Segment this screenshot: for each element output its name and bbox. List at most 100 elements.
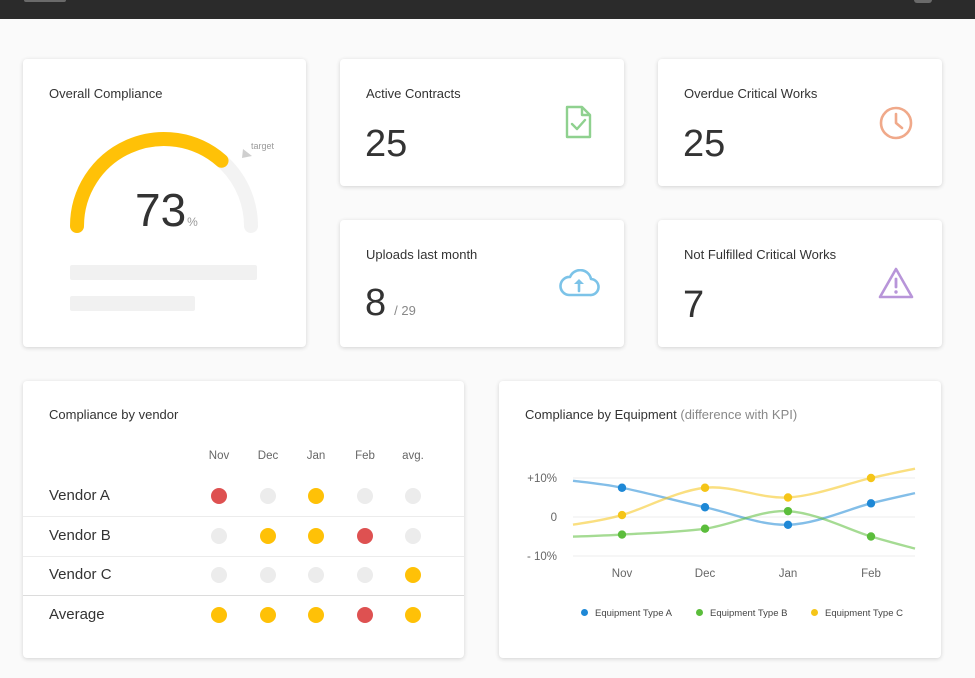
top-bar: [0, 0, 975, 19]
column-header-dec: Dec: [257, 450, 279, 462]
legend-item[interactable]: Equipment Type B: [696, 608, 787, 619]
x-tick-label: Feb: [861, 568, 881, 580]
uploads-value-wrap: 8 / 29: [365, 282, 416, 325]
compliance-by-equipment-card: Compliance by Equipment (difference with…: [499, 381, 941, 658]
row-label-vendor-b: Vendor B: [49, 527, 111, 544]
data-point[interactable]: [783, 493, 793, 502]
placeholder-bar-2: [70, 296, 195, 311]
legend-swatch: [811, 609, 818, 616]
data-point[interactable]: [866, 473, 876, 483]
overdue-value: 25: [683, 123, 726, 165]
legend-label: Equipment Type A: [595, 608, 672, 619]
data-point[interactable]: [783, 506, 793, 516]
uploads-last-month-card[interactable]: Uploads last month 8 / 29: [340, 220, 624, 347]
status-dot-yellow: [308, 488, 324, 504]
uploads-value: 8: [365, 282, 387, 324]
data-point[interactable]: [617, 510, 627, 520]
column-header-nov: Nov: [208, 450, 230, 462]
status-dot-red: [357, 607, 373, 623]
x-tick-label: Nov: [612, 568, 633, 580]
status-dot-yellow: [308, 607, 324, 623]
row-label-vendor-c: Vendor C: [49, 566, 112, 583]
compliance-by-vendor-card: Compliance by vendor Nov Dec Jan Feb avg. Ven…: [23, 381, 464, 658]
placeholder-bar-1: [70, 265, 257, 280]
overdue-critical-works-card[interactable]: Overdue Critical Works 25: [658, 59, 942, 186]
uploads-title: Uploads last month: [366, 247, 478, 262]
vendor-card-title: Compliance by vendor: [49, 407, 179, 422]
legend-swatch: [581, 609, 588, 616]
equipment-card-title: Compliance by Equipment (difference with…: [525, 407, 797, 422]
active-contracts-card[interactable]: Active Contracts 25: [340, 59, 624, 186]
status-dot-grey: [308, 567, 324, 583]
y-tick-label: +10%: [527, 473, 557, 485]
status-dot-grey: [260, 567, 276, 583]
overall-compliance-title: Overall Compliance: [49, 86, 163, 101]
row-label-vendor-a: Vendor A: [49, 487, 110, 504]
status-dot-red: [211, 488, 227, 504]
row-divider: [23, 556, 464, 557]
legend-label: Equipment Type B: [710, 608, 788, 619]
legend-label: Equipment Type C: [825, 608, 903, 619]
status-dot-grey: [211, 528, 227, 544]
data-point[interactable]: [866, 532, 876, 541]
not-fulfilled-title: Not Fulfilled Critical Works: [684, 247, 837, 262]
row-label-average: Average: [49, 606, 105, 623]
status-dot-yellow: [211, 607, 227, 623]
x-tick-label: Jan: [779, 568, 798, 580]
app-logo[interactable]: [24, 0, 66, 2]
status-dot-yellow: [405, 567, 421, 583]
status-dot-yellow: [260, 528, 276, 544]
y-tick-label: - 10%: [527, 551, 557, 563]
status-dot-grey: [357, 488, 373, 504]
status-dot-grey: [260, 488, 276, 504]
status-dot-grey: [405, 528, 421, 544]
legend-swatch: [696, 609, 703, 616]
uploads-total: / 29: [394, 303, 416, 318]
data-point[interactable]: [617, 483, 627, 492]
y-tick-label: 0: [551, 512, 557, 524]
status-dot-yellow: [405, 607, 421, 623]
clock-icon: [879, 106, 913, 140]
data-point[interactable]: [700, 503, 710, 512]
data-point[interactable]: [866, 499, 876, 508]
not-fulfilled-critical-works-card[interactable]: Not Fulfilled Critical Works 7: [658, 220, 942, 347]
overall-compliance-card: Overall Compliance target 73%: [23, 59, 306, 347]
status-dot-grey: [405, 488, 421, 504]
active-contracts-title: Active Contracts: [366, 86, 461, 101]
data-point[interactable]: [783, 520, 793, 529]
data-point[interactable]: [700, 524, 710, 533]
document-check-icon: [565, 105, 592, 139]
status-dot-grey: [357, 567, 373, 583]
equipment-line-chart: +10% 0 - 10% Nov Dec Jan Feb: [527, 467, 916, 580]
target-marker: [242, 149, 252, 158]
row-divider: [23, 516, 464, 517]
overdue-title: Overdue Critical Works: [684, 86, 818, 101]
target-label: target: [251, 141, 275, 151]
compliance-value: 73%: [135, 183, 198, 237]
not-fulfilled-value: 7: [683, 284, 705, 326]
status-dot-grey: [211, 567, 227, 583]
equipment-title: Compliance by Equipment: [525, 407, 677, 422]
user-avatar[interactable]: [914, 0, 932, 3]
status-dot-yellow: [308, 528, 324, 544]
status-dot-red: [357, 528, 373, 544]
row-divider: [23, 595, 464, 596]
active-contracts-value: 25: [365, 123, 408, 165]
warning-icon: [878, 267, 914, 299]
column-header-feb: Feb: [355, 450, 375, 462]
vendor-status-table: Nov Dec Jan Feb avg. Vendor A Vendor B Vendor C…: [23, 381, 464, 658]
x-tick-label: Dec: [695, 568, 716, 580]
equipment-title-note: (difference with KPI): [680, 407, 798, 422]
status-dot-yellow: [260, 607, 276, 623]
column-header-jan: Jan: [306, 450, 326, 462]
legend-item[interactable]: Equipment Type A: [581, 608, 672, 619]
legend-item[interactable]: Equipment Type C: [811, 608, 903, 619]
data-point[interactable]: [617, 530, 627, 539]
compliance-gauge: target: [70, 132, 275, 233]
cloud-upload-icon: [559, 269, 600, 297]
compliance-number: 73: [135, 184, 187, 236]
gauge-fill: [70, 132, 229, 233]
column-header-avg: avg.: [402, 450, 424, 462]
data-point[interactable]: [700, 483, 710, 492]
compliance-unit: %: [187, 215, 198, 229]
